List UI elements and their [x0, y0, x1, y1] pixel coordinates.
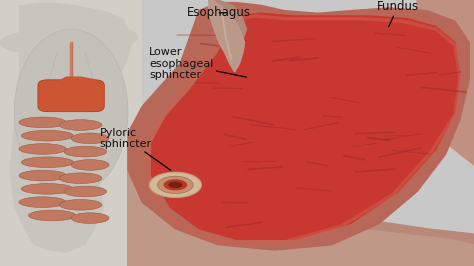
Ellipse shape [19, 144, 66, 154]
Polygon shape [128, 146, 474, 266]
Ellipse shape [21, 157, 73, 168]
Ellipse shape [157, 176, 193, 194]
Polygon shape [209, 0, 246, 43]
Ellipse shape [21, 184, 73, 194]
Text: Fundus: Fundus [377, 0, 419, 27]
Polygon shape [209, 0, 245, 72]
Polygon shape [209, 0, 245, 72]
Ellipse shape [90, 27, 137, 48]
Ellipse shape [169, 182, 182, 188]
Ellipse shape [0, 32, 57, 53]
Ellipse shape [71, 133, 109, 144]
Polygon shape [128, 3, 469, 250]
Ellipse shape [164, 179, 187, 190]
Ellipse shape [19, 170, 66, 181]
Text: Pyloric
sphincter: Pyloric sphincter [100, 127, 171, 170]
Ellipse shape [59, 173, 102, 184]
Ellipse shape [19, 197, 66, 207]
Ellipse shape [19, 117, 66, 128]
Polygon shape [47, 77, 104, 109]
Ellipse shape [14, 29, 128, 194]
Text: Lower
esophageal
sphincter: Lower esophageal sphincter [149, 47, 246, 80]
Ellipse shape [71, 160, 109, 170]
Bar [0, 0, 142, 266]
Ellipse shape [149, 172, 201, 197]
Ellipse shape [59, 120, 102, 130]
Ellipse shape [71, 213, 109, 223]
Text: Esophagus: Esophagus [187, 6, 251, 19]
Ellipse shape [64, 186, 107, 197]
Ellipse shape [168, 182, 182, 188]
Polygon shape [9, 3, 133, 253]
Polygon shape [417, 0, 474, 165]
Ellipse shape [28, 210, 76, 221]
Ellipse shape [52, 13, 90, 40]
FancyBboxPatch shape [38, 80, 104, 112]
Ellipse shape [64, 146, 107, 157]
Polygon shape [152, 13, 460, 239]
Ellipse shape [21, 130, 73, 141]
Polygon shape [128, 165, 474, 266]
Ellipse shape [59, 200, 102, 210]
